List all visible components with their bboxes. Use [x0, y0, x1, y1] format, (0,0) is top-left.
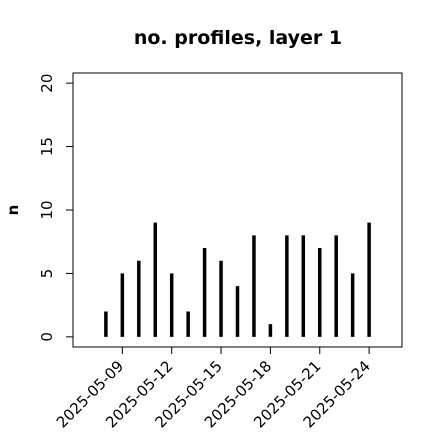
y-tick-label: 5 [38, 269, 56, 279]
y-tick-label: 0 [38, 332, 56, 342]
y-tick-label: 20 [38, 74, 56, 93]
y-tick-label: 15 [38, 137, 56, 156]
y-tick-label: 10 [38, 200, 56, 219]
y-axis-label: n [4, 205, 22, 216]
chart-title: no. profiles, layer 1 [134, 27, 342, 49]
